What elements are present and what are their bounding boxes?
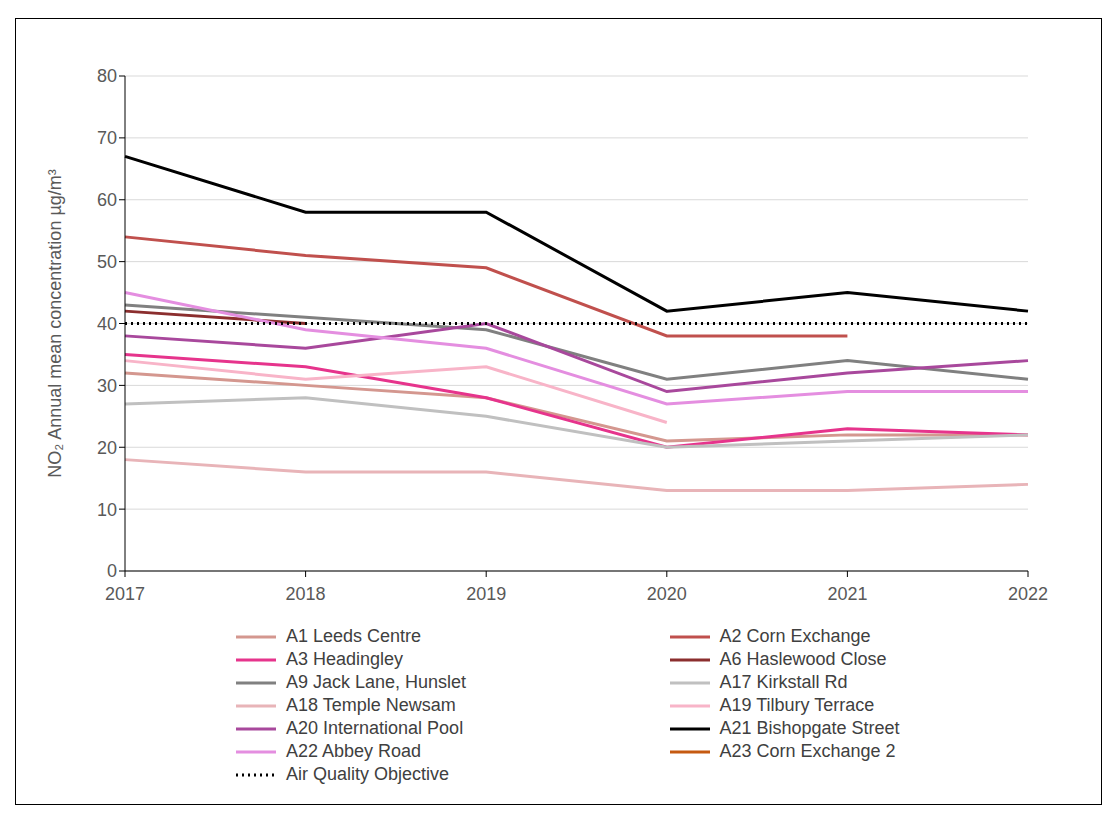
- svg-text:20: 20: [97, 438, 117, 458]
- html-text:A9 Jack Lane, Hunslet: A9 Jack Lane, Hunslet: [286, 672, 467, 692]
- svg-text:2019: 2019: [466, 584, 506, 604]
- svg-text:2020: 2020: [647, 584, 687, 604]
- html-text:A21 Bishopgate Street: A21 Bishopgate Street: [719, 718, 900, 738]
- svg-text:2022: 2022: [1008, 584, 1048, 604]
- html-text:A22 Abbey Road: A22 Abbey Road: [286, 741, 422, 761]
- svg-text:0: 0: [107, 561, 117, 581]
- html-text:A20 International Pool: A20 International Pool: [286, 718, 464, 738]
- svg-text:40: 40: [97, 314, 117, 334]
- html-text:A1 Leeds Centre: A1 Leeds Centre: [286, 626, 422, 646]
- html-text:A17 Kirkstall Rd: A17 Kirkstall Rd: [719, 672, 848, 692]
- svg-text:2021: 2021: [827, 584, 867, 604]
- svg-text:50: 50: [97, 252, 117, 272]
- svg-text:2017: 2017: [105, 584, 145, 604]
- html-text:A18 Temple Newsam: A18 Temple Newsam: [286, 695, 456, 715]
- svg-text:10: 10: [97, 500, 117, 520]
- svg-text:70: 70: [97, 128, 117, 148]
- html-text:A19 Tilbury Terrace: A19 Tilbury Terrace: [719, 695, 875, 715]
- svg-text:60: 60: [97, 190, 117, 210]
- svg-text:NO₂ Annual mean concentration: NO₂ Annual mean concentration µg/m³: [45, 169, 65, 478]
- html-text:A23 Corn Exchange 2: A23 Corn Exchange 2: [719, 741, 896, 761]
- html-text:A6 Haslewood Close: A6 Haslewood Close: [719, 649, 887, 669]
- svg-text:2018: 2018: [286, 584, 326, 604]
- html-text:Air Quality Objective: Air Quality Objective: [286, 764, 450, 784]
- svg-text:80: 80: [97, 66, 117, 86]
- svg-text:30: 30: [97, 376, 117, 396]
- html-text:A2 Corn Exchange: A2 Corn Exchange: [719, 626, 871, 646]
- html-text:A3 Headingley: A3 Headingley: [286, 649, 404, 669]
